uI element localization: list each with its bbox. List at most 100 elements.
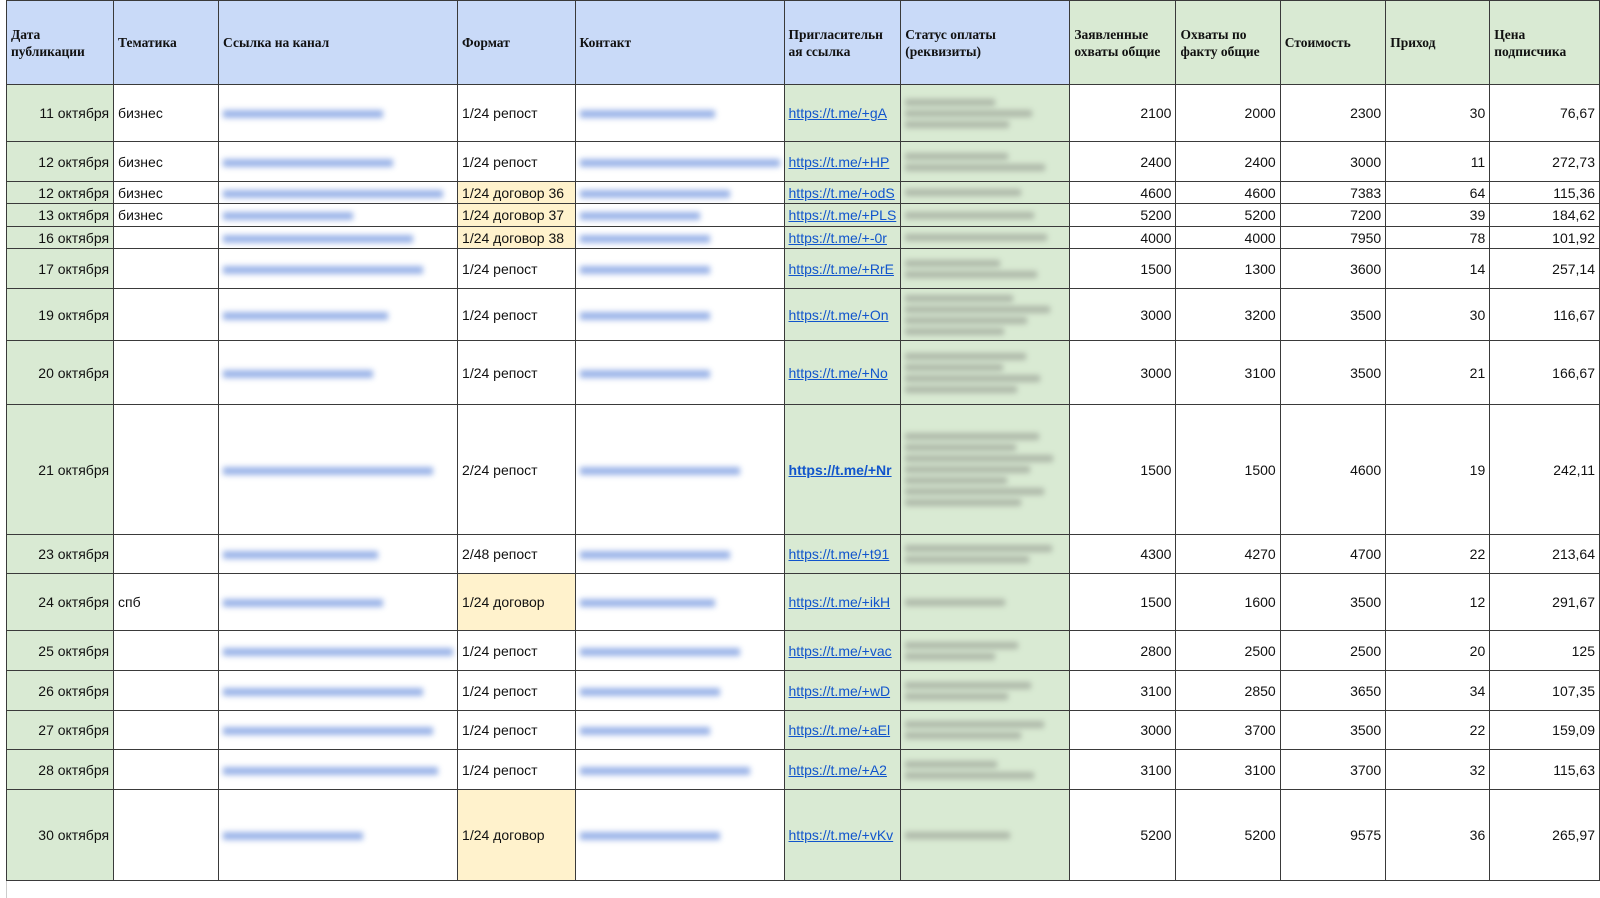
cell-cost[interactable]: 3600 <box>1279 248 1387 289</box>
cell-actual-reach[interactable]: 4000 <box>1175 226 1281 249</box>
blurred-channel-link[interactable] <box>223 766 439 775</box>
cell-actual-reach[interactable]: 4270 <box>1175 534 1281 574</box>
invite-link[interactable]: https://t.me/+PLS <box>788 207 897 223</box>
blurred-channel-link[interactable] <box>223 687 424 696</box>
cell-cost[interactable]: 2300 <box>1279 84 1387 142</box>
cell-date[interactable]: 12 октября <box>5 141 115 182</box>
cell-declared-reach[interactable]: 3000 <box>1069 288 1177 341</box>
cell-channel-link[interactable] <box>218 340 459 405</box>
cell-format[interactable]: 1/24 репост <box>457 630 576 671</box>
blurred-channel-link[interactable] <box>223 647 454 656</box>
cell-channel-link[interactable] <box>218 789 459 881</box>
header-payment-status[interactable]: Статус оплаты (реквизиты) <box>900 0 1071 85</box>
blurred-contact-link[interactable] <box>579 647 740 656</box>
cell-date[interactable]: 30 октября <box>5 789 115 881</box>
cell-contact[interactable] <box>574 789 785 881</box>
header-cost[interactable]: Стоимость <box>1279 0 1387 85</box>
blurred-contact-link[interactable] <box>579 158 780 167</box>
cell-channel-link[interactable] <box>218 670 459 711</box>
cell-topic[interactable] <box>113 404 220 535</box>
cell-subscriber-price[interactable]: 115,36 <box>1489 181 1600 204</box>
cell-invite-link[interactable]: https://t.me/+gA <box>783 84 902 142</box>
cell-channel-link[interactable] <box>218 181 459 204</box>
cell-topic[interactable]: спб <box>113 573 220 631</box>
cell-topic[interactable] <box>113 340 220 405</box>
cell-invite-link[interactable]: https://t.me/+On <box>783 288 902 341</box>
cell-date[interactable]: 28 октября <box>5 749 115 790</box>
cell-channel-link[interactable] <box>218 749 459 790</box>
invite-link[interactable]: https://t.me/+HP <box>788 153 890 170</box>
blurred-contact-link[interactable] <box>579 687 720 696</box>
cell-format[interactable]: 1/24 репост <box>457 248 576 289</box>
cell-income[interactable]: 11 <box>1385 141 1491 182</box>
cell-date[interactable]: 17 октября <box>5 248 115 289</box>
cell-format[interactable]: 1/24 договор 36 <box>457 181 576 204</box>
invite-link[interactable]: https://t.me/+odS <box>788 184 895 201</box>
cell-contact[interactable] <box>574 141 785 182</box>
cell-topic[interactable] <box>113 789 220 881</box>
blurred-channel-link[interactable] <box>223 110 384 119</box>
cell-cost[interactable]: 9575 <box>1279 789 1387 881</box>
cell-payment-status[interactable] <box>900 181 1071 204</box>
cell-topic[interactable]: бизнес <box>113 181 220 204</box>
cell-contact[interactable] <box>574 573 785 631</box>
blurred-contact-link[interactable] <box>579 212 700 221</box>
cell-subscriber-price[interactable]: 76,67 <box>1489 84 1600 142</box>
cell-income[interactable]: 64 <box>1385 181 1491 204</box>
cell-invite-link[interactable]: https://t.me/+vac <box>783 630 902 671</box>
blurred-contact-link[interactable] <box>579 369 710 378</box>
cell-topic[interactable] <box>113 288 220 341</box>
cell-contact[interactable] <box>574 248 785 289</box>
cell-contact[interactable] <box>574 710 785 750</box>
cell-date[interactable]: 20 октября <box>5 340 115 405</box>
cell-declared-reach[interactable]: 3100 <box>1069 749 1177 790</box>
blurred-channel-link[interactable] <box>223 369 374 378</box>
cell-actual-reach[interactable]: 1300 <box>1175 248 1281 289</box>
cell-channel-link[interactable] <box>218 226 459 249</box>
cell-invite-link[interactable]: https://t.me/+aEl <box>783 710 902 750</box>
cell-cost[interactable]: 7200 <box>1279 203 1387 227</box>
cell-cost[interactable]: 3650 <box>1279 670 1387 711</box>
blurred-channel-link[interactable] <box>223 599 384 608</box>
cell-subscriber-price[interactable]: 184,62 <box>1489 203 1600 227</box>
cell-invite-link[interactable]: https://t.me/+HP <box>783 141 902 182</box>
cell-topic[interactable] <box>113 749 220 790</box>
cell-cost[interactable]: 7950 <box>1279 226 1387 249</box>
cell-channel-link[interactable] <box>218 534 459 574</box>
cell-format[interactable]: 1/24 репост <box>457 749 576 790</box>
cell-declared-reach[interactable]: 3000 <box>1069 340 1177 405</box>
cell-subscriber-price[interactable]: 257,14 <box>1489 248 1600 289</box>
cell-cost[interactable]: 4600 <box>1279 404 1387 535</box>
cell-actual-reach[interactable]: 3700 <box>1175 710 1281 750</box>
cell-subscriber-price[interactable]: 116,67 <box>1489 288 1600 341</box>
cell-payment-status[interactable] <box>900 404 1071 535</box>
cell-payment-status[interactable] <box>900 226 1071 249</box>
header-income[interactable]: Приход <box>1385 0 1491 85</box>
cell-subscriber-price[interactable]: 265,97 <box>1489 789 1600 881</box>
cell-contact[interactable] <box>574 226 785 249</box>
blurred-contact-link[interactable] <box>579 766 750 775</box>
cell-invite-link[interactable]: https://t.me/+No <box>783 340 902 405</box>
cell-income[interactable]: 19 <box>1385 404 1491 535</box>
cell-channel-link[interactable] <box>218 710 459 750</box>
cell-declared-reach[interactable]: 3000 <box>1069 710 1177 750</box>
cell-actual-reach[interactable]: 2000 <box>1175 84 1281 142</box>
invite-link[interactable]: https://t.me/+vac <box>788 642 892 659</box>
cell-payment-status[interactable] <box>900 141 1071 182</box>
cell-contact[interactable] <box>574 670 785 711</box>
cell-subscriber-price[interactable]: 125 <box>1489 630 1600 671</box>
blurred-channel-link[interactable] <box>223 158 394 167</box>
cell-format[interactable]: 1/24 репост <box>457 670 576 711</box>
invite-link[interactable]: https://t.me/+ikH <box>788 594 891 610</box>
invite-link[interactable]: https://t.me/+wD <box>788 682 891 699</box>
cell-date[interactable]: 13 октября <box>5 203 115 227</box>
cell-invite-link[interactable]: https://t.me/+A2 <box>783 749 902 790</box>
cell-date[interactable]: 27 октября <box>5 710 115 750</box>
cell-channel-link[interactable] <box>218 404 459 535</box>
cell-income[interactable]: 30 <box>1385 288 1491 341</box>
cell-actual-reach[interactable]: 3200 <box>1175 288 1281 341</box>
cell-declared-reach[interactable]: 1500 <box>1069 573 1177 631</box>
cell-contact[interactable] <box>574 340 785 405</box>
cell-actual-reach[interactable]: 4600 <box>1175 181 1281 204</box>
cell-cost[interactable]: 3500 <box>1279 573 1387 631</box>
